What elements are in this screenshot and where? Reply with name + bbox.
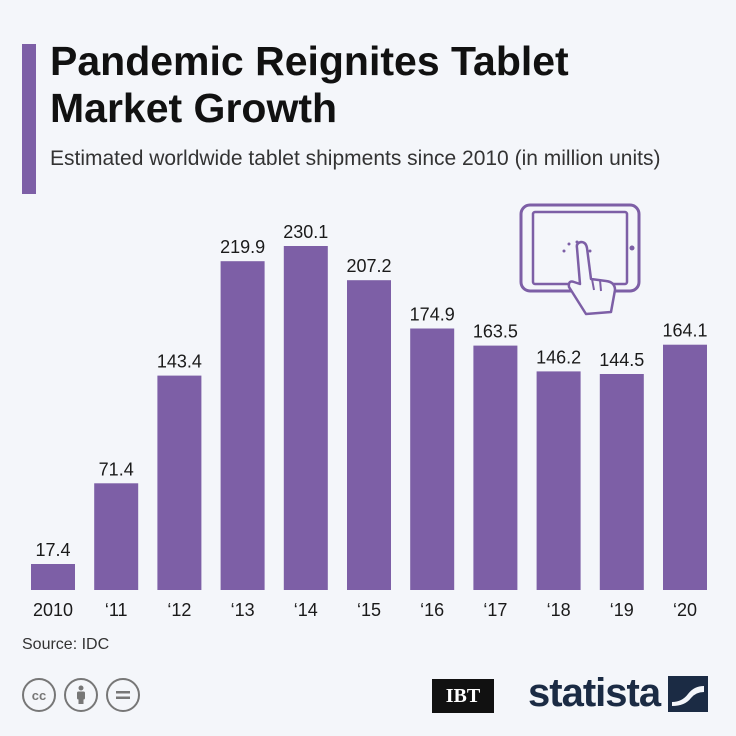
bar-8 [536,371,581,590]
chart-title: Pandemic Reignites Tablet Market Growth [50,38,569,131]
category-label-1: ‘11 [105,600,128,620]
bar-0 [31,564,75,590]
statista-brand[interactable]: statista [528,671,709,716]
value-label-5: 207.2 [346,256,391,276]
bar-chart: 17.4 2010 71.4 ‘11 143.4 ‘12 219.9 ‘13 230.1 ‘14 2… [31,203,708,620]
bar-10 [663,344,707,590]
bar-5 [347,280,391,590]
source-note: Source: IDC [22,636,110,653]
value-label-3: 219.9 [220,237,265,257]
chart-subtitle: Estimated worldwide tablet shipments sin… [50,147,661,170]
value-label-10: 164.1 [662,321,707,341]
cc-icon[interactable]: cc [22,678,56,712]
tablet-touch-illustration [519,203,641,316]
value-label-9: 144.5 [599,350,644,370]
attribution-icon[interactable] [64,678,98,712]
title-accent-bar [22,44,36,194]
value-label-7: 163.5 [473,322,518,342]
value-label-8: 146.2 [536,347,581,367]
category-label-6: ‘16 [420,600,444,620]
category-label-10: ‘20 [673,600,697,620]
bar-9 [599,374,644,590]
no-derivatives-icon[interactable] [106,678,140,712]
ibt-logo[interactable]: IBT [432,679,494,713]
bar-7 [473,345,518,590]
category-label-9: ‘19 [610,600,634,620]
bar-2 [157,375,202,590]
bar-6 [410,328,455,590]
category-label-0: 2010 [33,600,73,620]
statista-logo-icon [668,675,709,712]
category-label-8: ‘18 [547,600,571,620]
category-label-4: ‘14 [294,600,318,620]
bar-1 [94,483,139,590]
bar-3 [220,261,265,590]
license-icons: cc [22,678,140,712]
category-label-3: ‘13 [231,600,255,620]
category-label-7: ‘17 [483,600,507,620]
statista-wordmark: statista [528,671,661,715]
category-label-2: ‘12 [167,600,191,620]
value-label-4: 230.1 [283,222,328,242]
value-label-1: 71.4 [99,459,134,479]
bar-4 [283,246,328,590]
value-label-6: 174.9 [410,305,455,325]
category-label-5: ‘15 [357,600,381,620]
value-label-0: 17.4 [35,540,70,560]
value-label-2: 143.4 [157,352,202,372]
